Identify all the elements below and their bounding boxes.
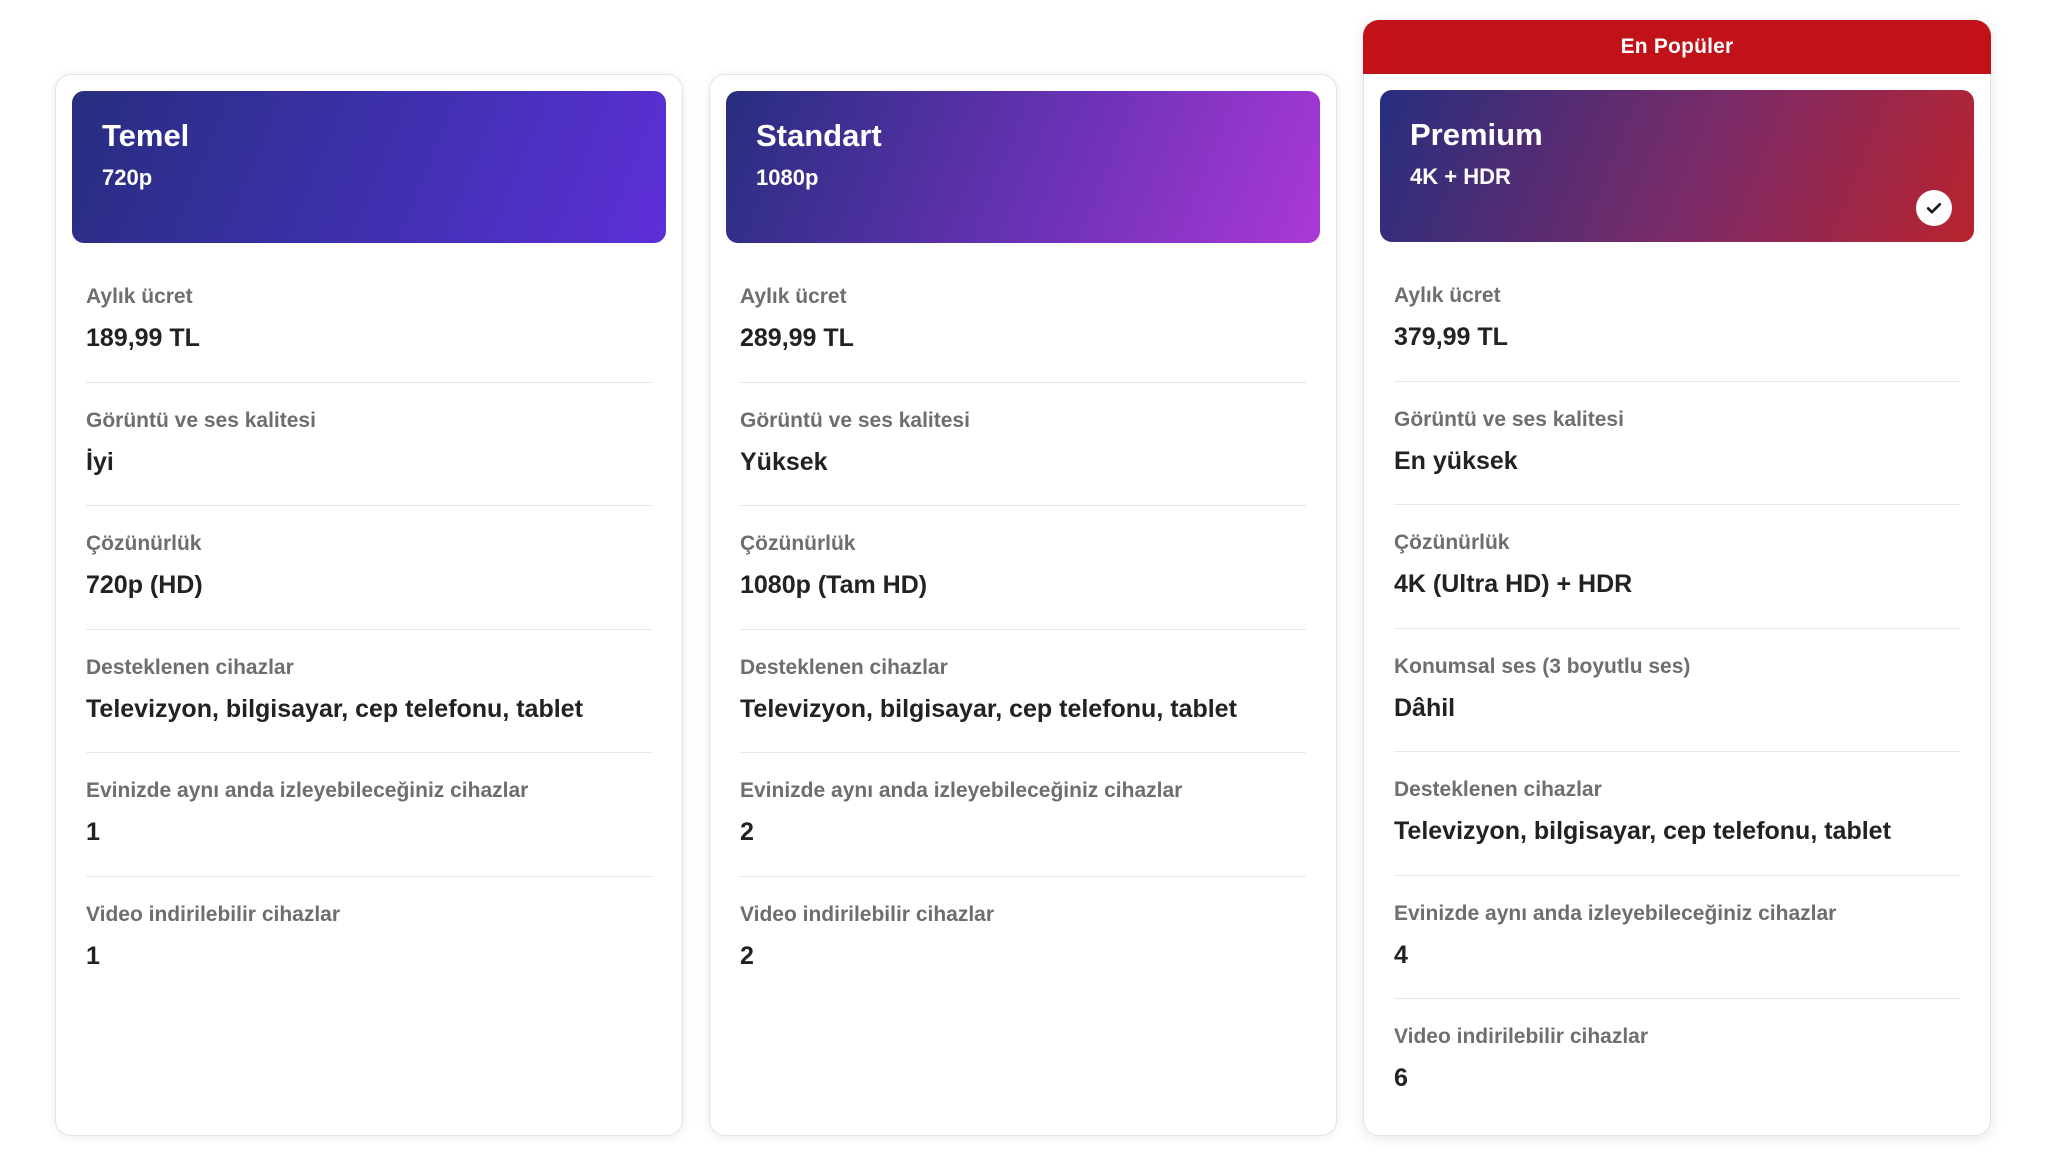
feature-value: 1	[86, 818, 100, 847]
feature-row: Görüntü ve ses kalitesi En yüksek	[1394, 382, 1960, 505]
feature-row: Desteklenen cihazlar Televizyon, bilgisa…	[1394, 752, 1960, 876]
feature-row: Evinizde aynı anda izleyebileceğiniz cih…	[86, 753, 652, 877]
plan-title: Standart	[756, 118, 882, 153]
feature-row: Konumsal ses (3 boyutlu ses) Dâhil	[1394, 629, 1960, 752]
feature-label: Görüntü ve ses kalitesi	[740, 408, 970, 432]
feature-label: Çözünürlük	[740, 532, 856, 555]
feature-label: Aylık ücret	[86, 285, 193, 308]
feature-label: Görüntü ve ses kalitesi	[1394, 407, 1624, 431]
plan-card-premium[interactable]: Premium 4K + HDR Aylık ücret 379,99 TL G…	[1363, 74, 1991, 1136]
feature-value: Televizyon, bilgisayar, cep telefonu, ta…	[1394, 817, 1891, 846]
feature-value: 720p (HD)	[86, 571, 203, 600]
feature-row: Desteklenen cihazlar Televizyon, bilgisa…	[86, 630, 652, 753]
plan-wrapper-premium: En Popüler Premium 4K + HDR Aylık ücret …	[1363, 20, 1991, 1136]
feature-label: Video indirilebilir cihazlar	[740, 902, 995, 926]
plan-wrapper-standart: Standart 1080p Aylık ücret 289,99 TL Gör…	[709, 74, 1337, 1136]
feature-value: En yüksek	[1394, 446, 1518, 475]
plan-title: Temel	[102, 118, 190, 153]
popular-badge: En Popüler	[1363, 20, 1991, 74]
feature-value: 2	[740, 818, 754, 847]
feature-label: Aylık ücret	[1394, 284, 1501, 307]
feature-label: Evinizde aynı anda izleyebileceğiniz cih…	[1394, 901, 1837, 925]
plan-features: Aylık ücret 379,99 TL Görüntü ve ses kal…	[1364, 258, 1990, 1122]
feature-row: Video indirilebilir cihazlar 1	[86, 877, 652, 1000]
feature-row: Evinizde aynı anda izleyebileceğiniz cih…	[1394, 876, 1960, 999]
feature-row: Video indirilebilir cihazlar 6	[1394, 999, 1960, 1122]
feature-value: 4K (Ultra HD) + HDR	[1394, 570, 1633, 599]
feature-row: Çözünürlük 720p (HD)	[86, 506, 652, 630]
feature-label: Aylık ücret	[740, 285, 847, 308]
feature-label: Konumsal ses (3 boyutlu ses)	[1394, 654, 1691, 678]
plan-quality: 720p	[102, 165, 153, 191]
feature-value: Dâhil	[1394, 693, 1456, 722]
plans-container: Temel 720p Aylık ücret 189,99 TL Görüntü…	[55, 20, 1995, 1136]
plan-header: Temel 720p	[72, 91, 666, 243]
feature-value: 1080p (Tam HD)	[740, 571, 928, 600]
feature-value: Televizyon, bilgisayar, cep telefonu, ta…	[86, 694, 583, 723]
plan-card-temel[interactable]: Temel 720p Aylık ücret 189,99 TL Görüntü…	[55, 74, 683, 1136]
plan-quality: 1080p	[756, 165, 819, 191]
feature-row: Çözünürlük 1080p (Tam HD)	[740, 506, 1306, 630]
feature-label: Evinizde aynı anda izleyebileceğiniz cih…	[86, 779, 529, 802]
plan-features: Aylık ücret 289,99 TL Görüntü ve ses kal…	[710, 259, 1336, 999]
feature-label: Çözünürlük	[86, 532, 202, 555]
plan-quality: 4K + HDR	[1410, 164, 1511, 190]
feature-row: Aylık ücret 379,99 TL	[1394, 258, 1960, 382]
plan-title: Premium	[1410, 117, 1543, 152]
feature-value: 6	[1394, 1064, 1408, 1093]
plan-wrapper-temel: Temel 720p Aylık ücret 189,99 TL Görüntü…	[55, 74, 683, 1136]
feature-row: Çözünürlük 4K (Ultra HD) + HDR	[1394, 505, 1960, 629]
feature-value: Yüksek	[740, 447, 828, 476]
plan-header: Standart 1080p	[726, 91, 1320, 243]
plan-features: Aylık ücret 189,99 TL Görüntü ve ses kal…	[56, 259, 682, 999]
feature-row: Aylık ücret 289,99 TL	[740, 259, 1306, 383]
feature-label: Desteklenen cihazlar	[86, 655, 294, 679]
feature-value: İyi	[86, 447, 114, 476]
feature-label: Çözünürlük	[1394, 531, 1510, 554]
feature-value: 1	[86, 941, 100, 970]
feature-label: Görüntü ve ses kalitesi	[86, 408, 316, 432]
feature-label: Desteklenen cihazlar	[740, 655, 948, 679]
feature-value: Televizyon, bilgisayar, cep telefonu, ta…	[740, 694, 1237, 723]
feature-row: Görüntü ve ses kalitesi Yüksek	[740, 383, 1306, 506]
feature-row: Evinizde aynı anda izleyebileceğiniz cih…	[740, 753, 1306, 877]
feature-row: Video indirilebilir cihazlar 2	[740, 877, 1306, 1000]
feature-label: Desteklenen cihazlar	[1394, 778, 1602, 801]
feature-row: Görüntü ve ses kalitesi İyi	[86, 383, 652, 506]
feature-value: 189,99 TL	[86, 324, 200, 353]
plan-card-standart[interactable]: Standart 1080p Aylık ücret 289,99 TL Gör…	[709, 74, 1337, 1136]
check-circle-icon	[1916, 190, 1952, 226]
feature-value: 4	[1394, 940, 1408, 969]
feature-value: 289,99 TL	[740, 324, 854, 353]
feature-value: 2	[740, 941, 754, 970]
feature-label: Video indirilebilir cihazlar	[86, 902, 341, 926]
plan-header: Premium 4K + HDR	[1380, 90, 1974, 242]
feature-label: Evinizde aynı anda izleyebileceğiniz cih…	[740, 779, 1183, 802]
feature-row: Desteklenen cihazlar Televizyon, bilgisa…	[740, 630, 1306, 753]
feature-label: Video indirilebilir cihazlar	[1394, 1025, 1649, 1048]
feature-value: 379,99 TL	[1394, 323, 1508, 352]
feature-row: Aylık ücret 189,99 TL	[86, 259, 652, 383]
